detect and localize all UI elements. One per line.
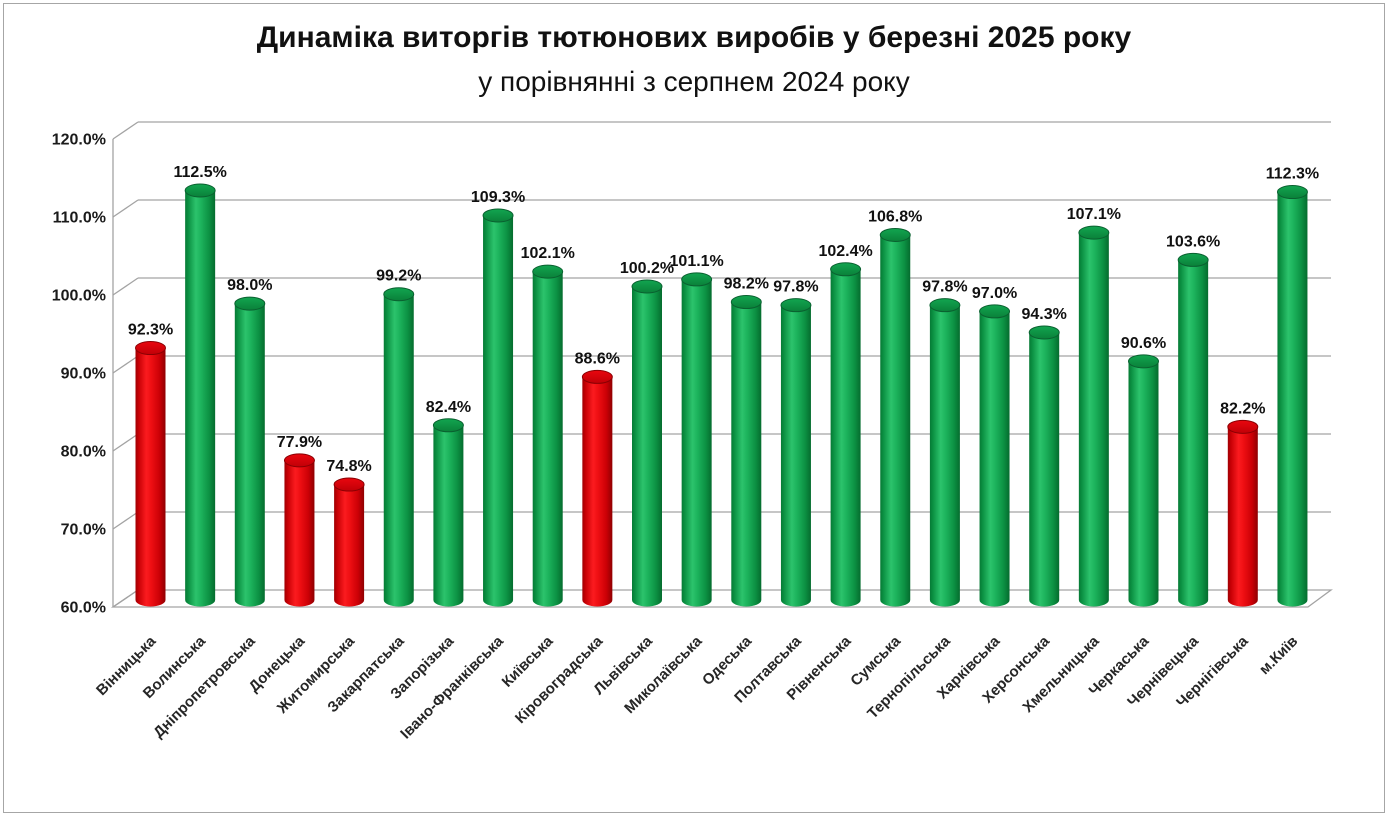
y-axis-label-2: 100.0% (52, 288, 106, 305)
bar-cap-14 (830, 262, 862, 277)
bar-cap-18 (1028, 325, 1060, 340)
bar-21 (1178, 259, 1209, 607)
bar-cap-12 (730, 295, 762, 310)
bar-4 (334, 484, 365, 607)
bar-value-label-4: 74.8% (326, 458, 371, 475)
bar-5 (383, 294, 414, 607)
bar-cap-22 (1227, 419, 1259, 434)
y-axis-label-5: 70.0% (61, 522, 106, 539)
bar-2 (234, 303, 265, 607)
chart-floor (110, 589, 1333, 608)
bar-16 (929, 305, 960, 607)
y-axis-label-6: 60.0% (61, 600, 106, 617)
bar-cap-8 (532, 264, 564, 279)
bar-23 (1277, 192, 1308, 607)
bar-value-label-7: 109.3% (471, 189, 525, 206)
y-tick-2 (112, 277, 139, 296)
y-tick-1 (112, 199, 139, 218)
bar-3 (284, 460, 315, 607)
bar-cap-5 (383, 287, 415, 302)
bar-value-label-3: 77.9% (277, 434, 322, 451)
x-axis-label-9: Кіровоградська (512, 632, 607, 727)
bar-cap-21 (1177, 252, 1209, 267)
bar-cap-10 (631, 279, 663, 294)
bar-value-label-6: 82.4% (426, 399, 471, 416)
bar-cap-7 (482, 208, 514, 223)
bar-value-label-2: 98.0% (227, 277, 272, 294)
bar-0 (135, 348, 166, 607)
bar-10 (632, 286, 662, 607)
y-axis-label-4: 80.0% (61, 444, 106, 461)
x-axis-label-23: м.Київ (1256, 633, 1301, 678)
y-axis-label-1: 110.0% (53, 210, 106, 227)
bar-6 (433, 425, 464, 607)
bar-value-label-21: 103.6% (1166, 233, 1220, 250)
bar-value-label-20: 90.6% (1121, 335, 1166, 352)
bar-18 (1029, 332, 1060, 607)
bar-cap-20 (1128, 354, 1159, 369)
bar-value-label-9: 88.6% (575, 350, 620, 367)
bar-17 (979, 311, 1010, 607)
y-axis-label-3: 90.0% (61, 366, 106, 383)
bar-value-label-23: 112.3% (1266, 166, 1319, 183)
bar-cap-17 (979, 304, 1011, 319)
bar-cap-6 (432, 418, 464, 433)
bar-cap-9 (581, 369, 613, 384)
bar-1 (185, 190, 216, 607)
bar-value-label-1: 112.5% (173, 164, 226, 181)
bar-cap-0 (135, 341, 166, 356)
bar-20 (1128, 361, 1159, 607)
bar-9 (582, 376, 613, 607)
bar-value-label-8: 102.1% (521, 245, 575, 262)
bar-value-label-22: 82.2% (1220, 400, 1265, 417)
bar-value-label-5: 99.2% (376, 268, 421, 285)
bar-12 (731, 302, 762, 607)
chart-subtitle: у порівнянні з серпнем 2024 року (478, 66, 910, 97)
bar-cap-1 (184, 183, 216, 198)
bar-19 (1078, 232, 1109, 607)
y-axis-label-0: 120.0% (52, 132, 106, 149)
bar-value-label-12: 98.2% (724, 276, 769, 293)
bar-value-label-18: 94.3% (1022, 306, 1067, 323)
bar-value-label-14: 102.4% (818, 243, 872, 260)
bar-11 (681, 279, 712, 607)
bar-value-label-10: 100.2% (620, 260, 674, 277)
bar-value-label-0: 92.3% (128, 322, 173, 339)
bar-22 (1227, 426, 1258, 607)
bar-cap-13 (780, 298, 812, 313)
bar-15 (880, 234, 911, 607)
bar-value-label-11: 101.1% (670, 253, 724, 270)
bar-value-label-19: 107.1% (1067, 206, 1121, 223)
bar-cap-16 (929, 298, 961, 313)
y-tick-0 (112, 121, 139, 140)
bar-cap-4 (333, 477, 365, 492)
bar-7 (483, 215, 514, 607)
y-tick-4 (112, 433, 139, 452)
bar-14 (830, 269, 861, 607)
y-tick-5 (112, 511, 139, 530)
bar-cap-23 (1276, 185, 1308, 200)
bar-cap-11 (681, 272, 713, 287)
bar-value-label-13: 97.8% (773, 279, 818, 296)
bar-cap-3 (283, 453, 315, 468)
chart-title: Динаміка виторгів тютюнових виробів у бе… (256, 21, 1132, 54)
bar-cap-2 (234, 296, 266, 311)
bar-value-label-17: 97.0% (972, 285, 1017, 302)
y-tick-3 (112, 355, 139, 374)
bar-value-label-15: 106.8% (868, 208, 922, 225)
bar-cap-15 (879, 227, 911, 242)
bar-8 (532, 271, 563, 607)
bar-13 (780, 305, 811, 607)
bar-cap-19 (1078, 225, 1110, 240)
bar-value-label-16: 97.8% (922, 279, 967, 296)
